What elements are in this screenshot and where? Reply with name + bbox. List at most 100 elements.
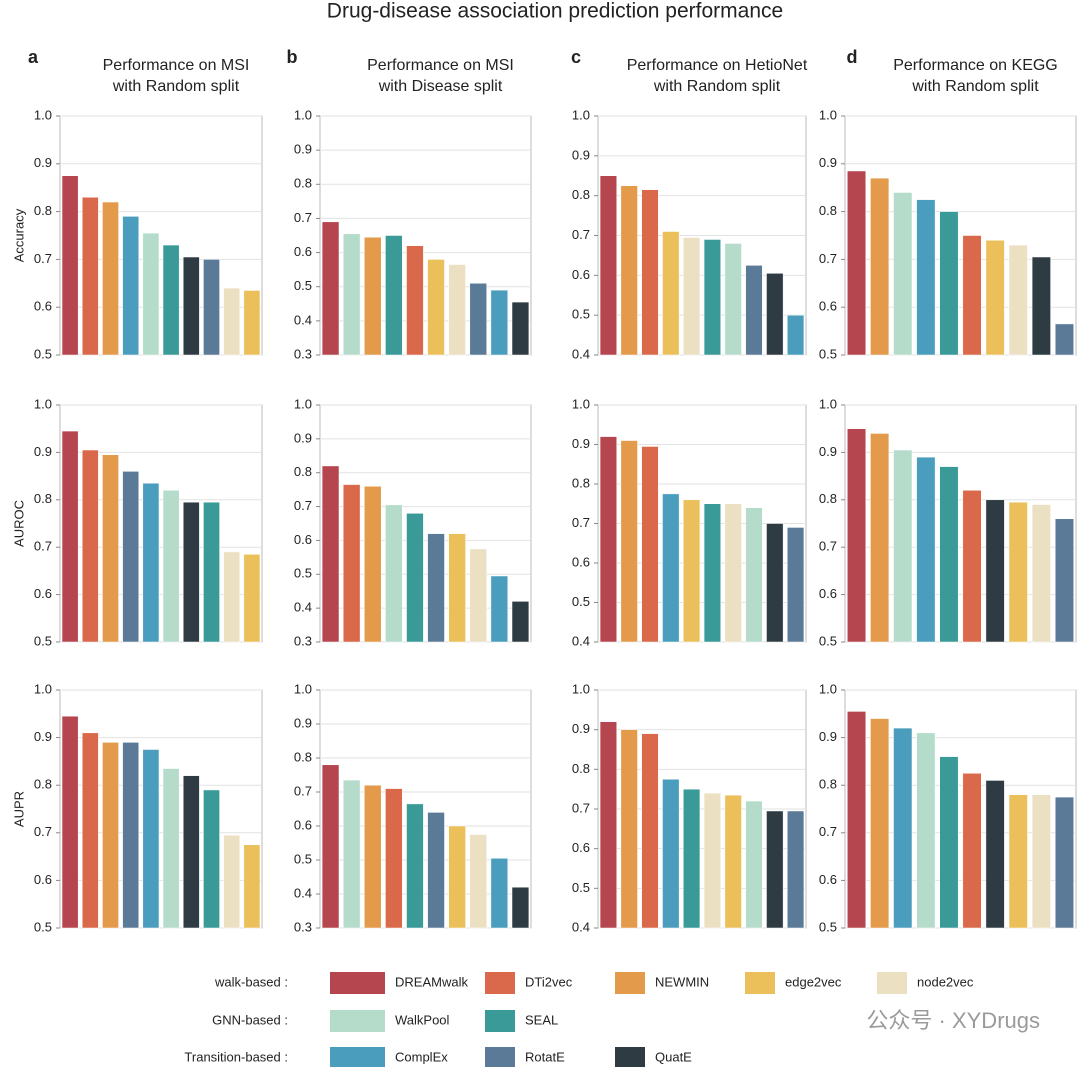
bar <box>81 197 99 356</box>
bar <box>243 290 261 356</box>
bar <box>703 239 721 356</box>
bar <box>939 756 959 929</box>
panel-title: Performance on MSI <box>103 57 250 74</box>
y-tick-label: 0.5 <box>34 633 52 648</box>
panel-label: c <box>571 47 581 67</box>
bar <box>142 749 160 929</box>
bar <box>406 245 424 356</box>
y-tick-label: 1.0 <box>294 396 312 411</box>
bar <box>916 732 936 929</box>
bar <box>766 273 784 356</box>
bar <box>620 185 638 356</box>
bar <box>641 733 659 929</box>
y-tick-label: 1.0 <box>34 396 52 411</box>
y-tick-label: 0.9 <box>819 155 837 170</box>
bar <box>745 507 763 643</box>
y-tick-label: 1.0 <box>294 681 312 696</box>
bar <box>406 803 424 929</box>
y-tick-label: 0.4 <box>294 312 312 327</box>
bar <box>511 601 530 643</box>
bar <box>102 742 119 929</box>
legend-label: DTi2vec <box>525 974 573 989</box>
y-tick-label: 0.8 <box>572 761 590 776</box>
bar <box>620 729 638 929</box>
bar <box>703 503 721 643</box>
bar <box>893 449 913 643</box>
y-tick-label: 0.5 <box>572 594 590 609</box>
bar <box>243 844 261 929</box>
y-tick-label: 0.7 <box>34 824 52 839</box>
bar <box>1008 501 1028 643</box>
bar <box>81 732 99 929</box>
y-tick-label: 0.4 <box>294 885 312 900</box>
bar <box>61 430 79 643</box>
legend-label: edge2vec <box>785 974 842 989</box>
bar <box>870 718 890 929</box>
panel-title: with Disease split <box>378 78 503 95</box>
y-tick-label: 0.6 <box>34 586 52 601</box>
bar <box>142 232 160 356</box>
bar <box>162 244 180 356</box>
bar <box>599 175 617 356</box>
panel-label: d <box>847 47 858 67</box>
y-tick-label: 0.7 <box>294 783 312 798</box>
y-tick-label: 0.7 <box>572 515 590 530</box>
y-tick-label: 0.8 <box>34 491 52 506</box>
legend-label: NEWMIN <box>655 974 709 989</box>
bar <box>1008 244 1028 356</box>
y-tick-label: 0.9 <box>34 155 52 170</box>
bar <box>490 289 509 356</box>
bar <box>342 484 361 643</box>
y-tick-label: 0.7 <box>819 824 837 839</box>
y-tick-label: 0.8 <box>572 475 590 490</box>
y-tick-label: 1.0 <box>572 107 590 122</box>
legend-group-label: Transition-based : <box>184 1049 288 1064</box>
bar <box>599 436 617 643</box>
y-tick-label: 0.8 <box>294 464 312 479</box>
bar <box>724 243 742 356</box>
panel-title: Performance on MSI <box>367 57 514 74</box>
y-tick-label: 0.8 <box>34 203 52 218</box>
bar <box>122 216 140 356</box>
y-tick-label: 0.9 <box>34 444 52 459</box>
y-tick-label: 1.0 <box>294 107 312 122</box>
bar <box>223 287 241 356</box>
bar <box>1054 323 1074 356</box>
y-tick-label: 0.5 <box>294 278 312 293</box>
y-tick-label: 0.6 <box>819 586 837 601</box>
bar <box>787 314 805 356</box>
bar <box>1054 518 1074 643</box>
bar <box>745 800 763 929</box>
y-tick-label: 0.6 <box>819 872 837 887</box>
legend-swatch <box>615 972 645 994</box>
y-tick-label: 0.3 <box>294 633 312 648</box>
bar <box>1031 504 1051 643</box>
y-tick-label: 0.9 <box>34 729 52 744</box>
bar <box>745 265 763 356</box>
y-tick-label: 0.7 <box>572 800 590 815</box>
y-tick-label: 0.6 <box>294 244 312 259</box>
y-tick-label: 0.6 <box>294 817 312 832</box>
y-tick-label: 0.4 <box>572 346 590 361</box>
y-axis-label: Accuracy <box>11 208 26 262</box>
y-tick-label: 0.6 <box>819 299 837 314</box>
y-tick-label: 0.7 <box>34 251 52 266</box>
bar <box>448 264 466 356</box>
y-tick-label: 0.6 <box>294 532 312 547</box>
bar <box>223 551 241 643</box>
bar <box>599 721 617 929</box>
y-tick-label: 0.7 <box>34 539 52 554</box>
y-tick-label: 1.0 <box>819 396 837 411</box>
bar <box>203 789 220 929</box>
bar <box>683 499 701 643</box>
bar <box>321 221 340 356</box>
bar <box>1031 256 1051 356</box>
legend-swatch <box>330 972 385 994</box>
bar <box>385 235 403 356</box>
bar <box>870 433 890 643</box>
bar <box>511 886 530 929</box>
legend-label: ComplEx <box>395 1049 448 1064</box>
bar <box>142 482 160 643</box>
legend-label: RotatE <box>525 1049 565 1064</box>
y-tick-label: 0.9 <box>572 721 590 736</box>
